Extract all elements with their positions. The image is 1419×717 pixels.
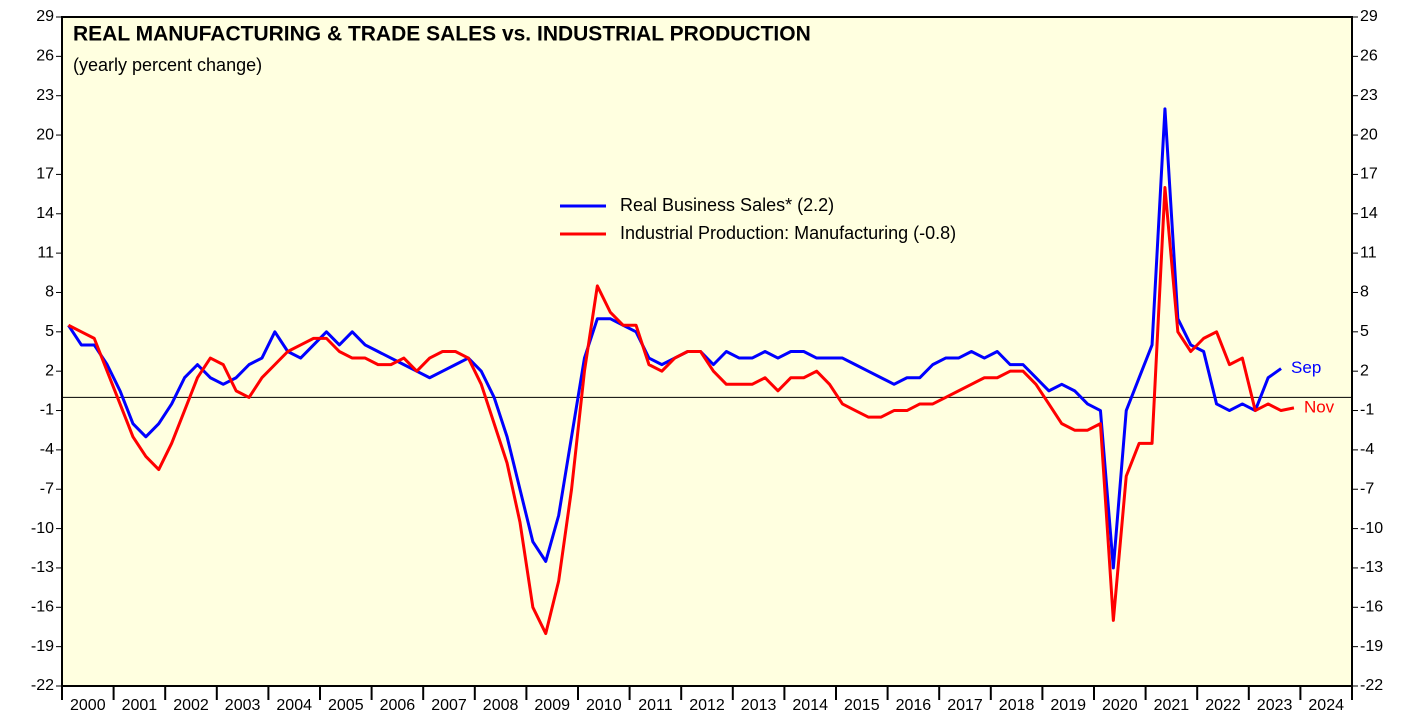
x-tick-label: 2003 [225,697,261,714]
end-label: Nov [1304,397,1335,416]
y-tick-label: -7 [40,480,54,497]
y-tick-label: -19 [31,638,54,655]
y2-tick-label: -10 [1360,520,1383,537]
x-tick-label: 2006 [380,697,416,714]
y2-tick-label: -13 [1360,559,1383,576]
y2-tick-label: -19 [1360,638,1383,655]
y2-tick-label: -7 [1360,480,1374,497]
x-tick-label: 2007 [431,697,467,714]
x-tick-label: 2000 [70,697,106,714]
y2-tick-label: -16 [1360,599,1383,616]
y2-tick-label: 23 [1360,87,1378,104]
end-label: Sep [1291,358,1321,377]
x-tick-label: 2004 [276,697,312,714]
y-tick-label: 23 [36,87,54,104]
plot-area [61,16,1353,687]
x-tick-label: 2021 [1154,697,1190,714]
x-tick-label: 2018 [999,697,1035,714]
y-tick-label: 2 [45,362,54,379]
x-tick-label: 2022 [1205,697,1241,714]
y2-tick-label: 11 [1360,244,1377,261]
x-tick-label: 2011 [638,697,673,714]
x-tick-label: 2024 [1308,697,1344,714]
y2-tick-label: 29 [1360,8,1378,25]
y-tick-label: -1 [40,402,54,419]
x-tick-label: 2009 [534,697,570,714]
x-tick-label: 2005 [328,697,364,714]
x-tick-label: 2016 [896,697,932,714]
x-tick-label: 2019 [1050,697,1086,714]
legend-label: Real Business Sales* (2.2) [620,195,834,215]
y2-tick-label: 5 [1360,323,1369,340]
y-tick-label: 29 [36,8,54,25]
chart-title: REAL MANUFACTURING & TRADE SALES vs. IND… [73,23,811,46]
y2-tick-label: -4 [1360,441,1374,458]
x-tick-label: 2010 [586,697,622,714]
y-tick-label: 11 [37,244,54,261]
y-tick-label: -4 [40,441,54,458]
y2-tick-label: -1 [1360,402,1374,419]
y2-tick-label: 2 [1360,362,1369,379]
y2-tick-label: 26 [1360,48,1378,65]
y-tick-label: 17 [36,166,54,183]
y-tick-label: 20 [36,126,54,143]
y-tick-label: -22 [31,677,54,694]
x-tick-label: 2017 [947,697,983,714]
y-tick-label: 5 [45,323,54,340]
x-tick-label: 2008 [483,697,519,714]
x-tick-label: 2012 [689,697,725,714]
legend-label: Industrial Production: Manufacturing (-0… [620,223,956,243]
y-tick-label: 26 [36,48,54,65]
y-tick-label: -10 [31,520,54,537]
y-tick-label: -16 [31,599,54,616]
x-tick-label: 2013 [741,697,777,714]
x-tick-label: 2014 [792,697,828,714]
y2-tick-label: 20 [1360,126,1378,143]
y2-tick-label: 17 [1360,166,1378,183]
x-tick-label: 2023 [1257,697,1293,714]
series-line [67,186,1295,636]
x-tick-label: 2020 [1102,697,1138,714]
y-tick-label: 8 [45,284,54,301]
y2-tick-label: 8 [1360,284,1369,301]
y-tick-label: -13 [31,559,54,576]
x-tick-label: 2015 [844,697,880,714]
y2-tick-label: 14 [1360,205,1378,222]
x-tick-label: 2001 [122,697,158,714]
x-tick-label: 2002 [173,697,209,714]
chart-subtitle: (yearly percent change) [73,55,262,75]
y-tick-label: 14 [36,205,54,222]
y2-tick-label: -22 [1360,677,1383,694]
